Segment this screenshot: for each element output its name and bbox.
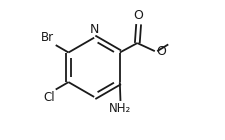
Text: N: N bbox=[90, 23, 99, 36]
Text: NH₂: NH₂ bbox=[109, 102, 131, 115]
Text: Br: Br bbox=[41, 31, 54, 44]
Text: O: O bbox=[156, 45, 166, 58]
Text: O: O bbox=[133, 9, 143, 22]
Text: Cl: Cl bbox=[43, 91, 54, 104]
